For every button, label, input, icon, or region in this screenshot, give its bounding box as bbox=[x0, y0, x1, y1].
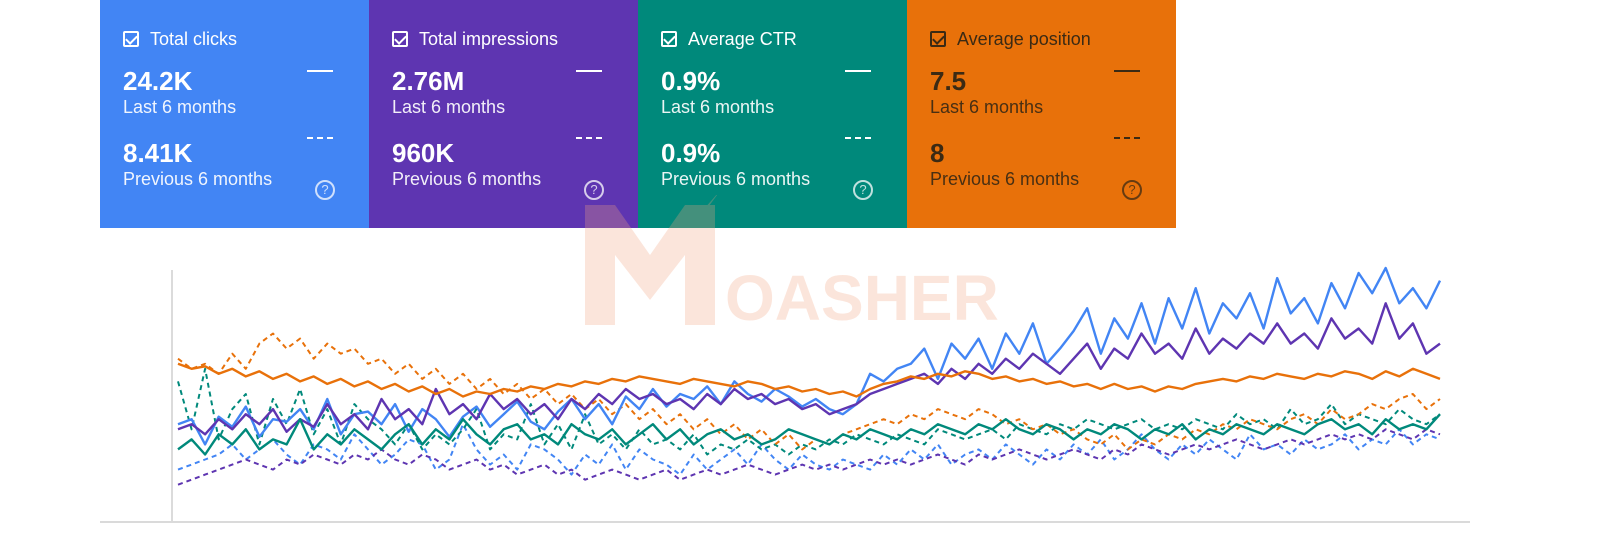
dashed-line-legend-icon bbox=[845, 137, 871, 139]
help-icon[interactable]: ? bbox=[853, 180, 873, 200]
metric-previous-value: 960K bbox=[392, 138, 455, 168]
help-icon[interactable]: ? bbox=[584, 180, 604, 200]
metric-period: Last 6 months bbox=[661, 97, 775, 117]
metric-period: Last 6 months bbox=[392, 97, 506, 117]
card-title: Average position bbox=[957, 28, 1091, 49]
checkbox-icon[interactable] bbox=[930, 31, 946, 47]
metric-cards: Total clicks 24.2K Last 6 months 8.41K P… bbox=[100, 0, 1176, 228]
metric-previous-value: 8.41K bbox=[123, 138, 193, 168]
metric-previous-period: Previous 6 months bbox=[392, 169, 542, 189]
card-title: Total clicks bbox=[150, 28, 238, 49]
metric-period: Last 6 months bbox=[930, 97, 1044, 117]
metric-previous-value: 8 bbox=[930, 138, 945, 168]
solid-line-legend-icon bbox=[307, 70, 333, 72]
moasher-watermark-logo: OASHER bbox=[585, 195, 999, 334]
dashed-line-legend-icon bbox=[1114, 137, 1140, 139]
card-average-ctr[interactable]: Average CTR 0.9% Last 6 months 0.9% Prev… bbox=[638, 0, 907, 228]
metric-previous-period: Previous 6 months bbox=[661, 169, 811, 189]
card-total-impressions[interactable]: Total impressions 2.76M Last 6 months 96… bbox=[369, 0, 638, 228]
series-line-ctr-current bbox=[177, 413, 1441, 456]
watermark-m-shape bbox=[585, 195, 731, 325]
metric-previous-value: 0.9% bbox=[661, 138, 721, 168]
metric-previous-period: Previous 6 months bbox=[930, 169, 1080, 189]
metric-value: 0.9% bbox=[661, 66, 721, 96]
series-line-position-current bbox=[177, 362, 1441, 398]
series-line-clicks-current bbox=[177, 266, 1442, 446]
metric-value: 24.2K bbox=[123, 66, 193, 96]
card-total-clicks[interactable]: Total clicks 24.2K Last 6 months 8.41K P… bbox=[100, 0, 369, 228]
line-chart-svg bbox=[100, 266, 1470, 523]
series-line-impressions-previous bbox=[177, 428, 1441, 486]
series-line-position-previous bbox=[177, 332, 1441, 451]
watermark-text: OASHER bbox=[725, 262, 999, 334]
solid-line-legend-icon bbox=[845, 70, 871, 72]
dashed-line-legend-icon bbox=[307, 137, 333, 139]
series-line-ctr-previous bbox=[177, 367, 1441, 456]
metric-previous-period: Previous 6 months bbox=[123, 169, 273, 189]
watermark-m-letter bbox=[585, 205, 715, 325]
help-icon[interactable]: ? bbox=[315, 180, 335, 200]
solid-line-legend-icon bbox=[576, 70, 602, 72]
help-icon[interactable]: ? bbox=[1122, 180, 1142, 200]
dashed-line-legend-icon bbox=[576, 137, 602, 139]
card-title: Total impressions bbox=[419, 28, 559, 49]
series-line-impressions-current bbox=[177, 302, 1441, 436]
card-average-position[interactable]: Average position 7.5 Last 6 months 8 Pre… bbox=[907, 0, 1176, 228]
checkbox-icon[interactable] bbox=[661, 31, 677, 47]
watermark-arrow-icon bbox=[655, 195, 731, 271]
metric-period: Last 6 months bbox=[123, 97, 237, 117]
checkbox-icon[interactable] bbox=[123, 31, 139, 47]
solid-line-legend-icon bbox=[1114, 70, 1140, 72]
metric-value: 2.76M bbox=[392, 66, 465, 96]
metric-value: 7.5 bbox=[930, 66, 967, 96]
performance-chart[interactable] bbox=[0, 228, 1621, 544]
card-title: Average CTR bbox=[688, 28, 797, 49]
checkbox-icon[interactable] bbox=[392, 31, 408, 47]
